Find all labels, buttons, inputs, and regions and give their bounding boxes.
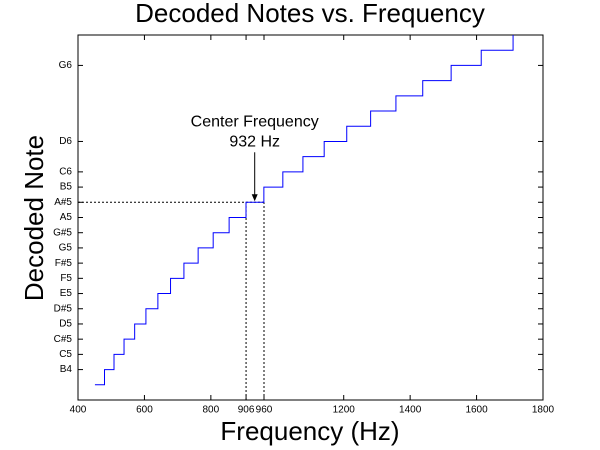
chart-title: Decoded Notes vs. Frequency (135, 0, 485, 28)
plot-frame (77, 34, 544, 401)
y-tick-label: D5 (59, 319, 72, 330)
y-tick-label: C5 (59, 349, 72, 360)
y-tick-label: G5 (59, 243, 73, 254)
y-tick-label: D#5 (54, 303, 73, 314)
annotation-arrowhead (251, 194, 258, 202)
y-tick-label: D6 (59, 136, 72, 147)
y-tick-label: A#5 (54, 197, 72, 208)
x-tick-label: 400 (70, 405, 87, 416)
y-tick-label: B5 (60, 182, 73, 193)
y-tick-label: B4 (60, 364, 73, 375)
y-tick-label: G#5 (53, 227, 72, 238)
x-tick-label: 800 (203, 405, 220, 416)
x-tick-label: 1400 (399, 405, 422, 416)
x-axis-label: Frequency (Hz) (220, 416, 399, 446)
x-tick-label: 1800 (532, 405, 555, 416)
x-tick-label: 600 (136, 405, 153, 416)
y-tick-label: G6 (59, 60, 73, 71)
y-axis-label: Decoded Note (19, 135, 49, 301)
annotation-text: 932 Hz (229, 134, 280, 151)
y-tick-label: C#5 (54, 334, 73, 345)
y-tick-label: C6 (59, 167, 72, 178)
y-tick-label: F#5 (55, 258, 73, 269)
x-tick-label: 906 (238, 405, 255, 416)
x-tick-label: 1600 (465, 405, 488, 416)
x-tick-label: 1200 (333, 405, 356, 416)
x-tick-label: 960 (256, 405, 273, 416)
annotation-text: Center Frequency (191, 114, 319, 131)
y-tick-label: A5 (60, 212, 73, 223)
step-line (94, 35, 514, 386)
y-tick-label: E5 (60, 288, 73, 299)
y-tick-label: F5 (60, 273, 72, 284)
